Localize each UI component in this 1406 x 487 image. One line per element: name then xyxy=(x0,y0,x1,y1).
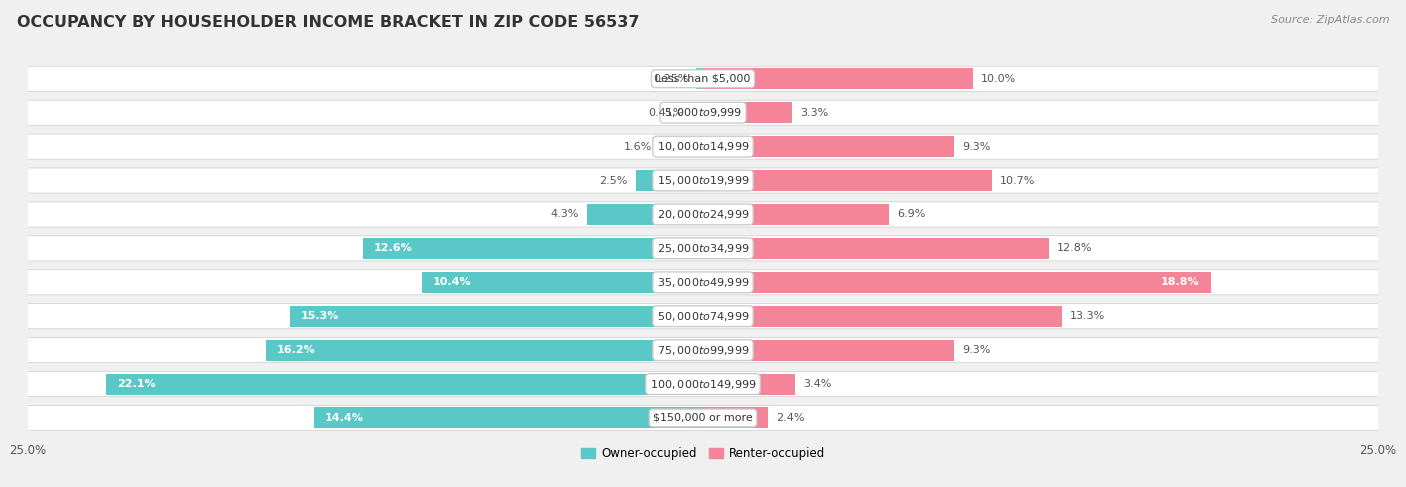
Text: 14.4%: 14.4% xyxy=(325,413,364,423)
Bar xyxy=(703,136,955,157)
Text: $15,000 to $19,999: $15,000 to $19,999 xyxy=(657,174,749,187)
FancyBboxPatch shape xyxy=(21,134,1385,159)
Text: Less than $5,000: Less than $5,000 xyxy=(655,74,751,84)
Text: 1.6%: 1.6% xyxy=(623,142,652,151)
Bar xyxy=(363,238,703,259)
Text: 16.2%: 16.2% xyxy=(277,345,315,355)
Legend: Owner-occupied, Renter-occupied: Owner-occupied, Renter-occupied xyxy=(576,442,830,465)
FancyBboxPatch shape xyxy=(21,168,1385,193)
Bar xyxy=(107,374,703,394)
Text: $50,000 to $74,999: $50,000 to $74,999 xyxy=(657,310,749,323)
Bar xyxy=(636,170,703,191)
Bar xyxy=(586,204,703,225)
FancyBboxPatch shape xyxy=(21,270,1385,295)
Text: 10.4%: 10.4% xyxy=(433,277,471,287)
Text: 13.3%: 13.3% xyxy=(1070,311,1105,321)
Text: 9.3%: 9.3% xyxy=(962,345,991,355)
Text: 12.8%: 12.8% xyxy=(1057,244,1092,253)
Bar xyxy=(703,339,955,361)
Text: 3.4%: 3.4% xyxy=(803,379,831,389)
Text: OCCUPANCY BY HOUSEHOLDER INCOME BRACKET IN ZIP CODE 56537: OCCUPANCY BY HOUSEHOLDER INCOME BRACKET … xyxy=(17,15,640,30)
Text: $35,000 to $49,999: $35,000 to $49,999 xyxy=(657,276,749,289)
Bar xyxy=(703,272,1211,293)
Text: 2.4%: 2.4% xyxy=(776,413,804,423)
Text: 0.25%: 0.25% xyxy=(652,74,688,84)
Text: 2.5%: 2.5% xyxy=(599,175,627,186)
Text: 4.3%: 4.3% xyxy=(550,209,579,220)
Bar xyxy=(703,238,1049,259)
Bar xyxy=(703,408,768,429)
FancyBboxPatch shape xyxy=(21,66,1385,92)
Text: $75,000 to $99,999: $75,000 to $99,999 xyxy=(657,344,749,356)
Text: $150,000 or more: $150,000 or more xyxy=(654,413,752,423)
Bar xyxy=(315,408,703,429)
Text: 10.0%: 10.0% xyxy=(981,74,1017,84)
Text: 9.3%: 9.3% xyxy=(962,142,991,151)
Text: 22.1%: 22.1% xyxy=(117,379,156,389)
FancyBboxPatch shape xyxy=(21,100,1385,125)
FancyBboxPatch shape xyxy=(21,372,1385,396)
Text: 10.7%: 10.7% xyxy=(1000,175,1035,186)
Bar xyxy=(266,339,703,361)
Text: 18.8%: 18.8% xyxy=(1161,277,1199,287)
Bar xyxy=(703,68,973,89)
Bar xyxy=(703,374,794,394)
Text: $5,000 to $9,999: $5,000 to $9,999 xyxy=(664,106,742,119)
Bar xyxy=(703,204,889,225)
Bar xyxy=(703,102,792,123)
FancyBboxPatch shape xyxy=(21,202,1385,227)
Text: $100,000 to $149,999: $100,000 to $149,999 xyxy=(650,377,756,391)
Text: 0.41%: 0.41% xyxy=(648,108,683,118)
Bar xyxy=(290,306,703,327)
Bar xyxy=(703,306,1062,327)
Text: 3.3%: 3.3% xyxy=(800,108,828,118)
Text: $20,000 to $24,999: $20,000 to $24,999 xyxy=(657,208,749,221)
FancyBboxPatch shape xyxy=(21,304,1385,329)
Bar xyxy=(692,102,703,123)
Text: 6.9%: 6.9% xyxy=(897,209,925,220)
Bar xyxy=(696,68,703,89)
Bar xyxy=(703,170,991,191)
Text: $10,000 to $14,999: $10,000 to $14,999 xyxy=(657,140,749,153)
Text: 12.6%: 12.6% xyxy=(374,244,412,253)
FancyBboxPatch shape xyxy=(21,236,1385,261)
Text: $25,000 to $34,999: $25,000 to $34,999 xyxy=(657,242,749,255)
Text: 15.3%: 15.3% xyxy=(301,311,339,321)
Bar xyxy=(659,136,703,157)
FancyBboxPatch shape xyxy=(21,337,1385,363)
Text: Source: ZipAtlas.com: Source: ZipAtlas.com xyxy=(1271,15,1389,25)
FancyBboxPatch shape xyxy=(21,405,1385,431)
Bar xyxy=(422,272,703,293)
